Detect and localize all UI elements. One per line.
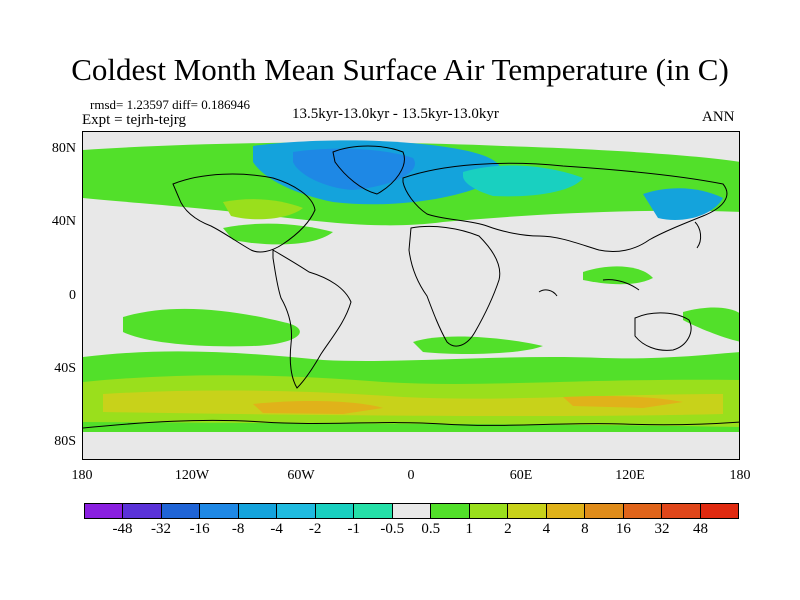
x-tick-label: 60E bbox=[509, 468, 533, 483]
colorbar-swatch bbox=[200, 504, 239, 518]
contour-fill bbox=[83, 140, 739, 459]
x-tick-label: 120W bbox=[174, 468, 210, 483]
colorbar-label: -4 bbox=[270, 521, 283, 537]
colorbar-label: 16 bbox=[615, 521, 631, 537]
colorbar-swatch bbox=[508, 504, 547, 518]
stats-text: rmsd= 1.23597 diff= 0.186946 bbox=[90, 97, 250, 112]
colorbar-swatch bbox=[238, 504, 278, 518]
colorbar-swatch bbox=[585, 504, 624, 518]
colorbar-swatch bbox=[123, 504, 162, 518]
colorbar-swatch bbox=[469, 504, 509, 518]
colorbar-label: 32 bbox=[654, 521, 670, 537]
map-title: Coldest Month Mean Surface Air Temperatu… bbox=[71, 52, 729, 87]
colorbar-swatch bbox=[662, 504, 701, 518]
colorbar-label: -1 bbox=[347, 521, 360, 537]
y-tick-label: 80S bbox=[54, 434, 76, 449]
colorbar-swatch bbox=[354, 504, 393, 518]
map-panel bbox=[82, 131, 740, 460]
y-tick-label: 40S bbox=[54, 361, 76, 376]
colorbar-label: 8 bbox=[581, 521, 589, 537]
colorbar-swatch bbox=[85, 504, 124, 518]
colorbar-label: 1 bbox=[465, 521, 474, 537]
x-tick-label: 0 bbox=[407, 468, 415, 483]
colorbar-label: 48 bbox=[692, 521, 708, 537]
colorbar-label: -2 bbox=[308, 521, 322, 537]
colorbar-swatch bbox=[700, 504, 738, 518]
colorbar-label: 2 bbox=[504, 521, 512, 537]
colorbar-swatch bbox=[315, 504, 355, 518]
y-tick-label: 0 bbox=[69, 288, 76, 303]
continent-outlines bbox=[83, 145, 739, 429]
x-tick-label: 120E bbox=[615, 468, 645, 483]
colorbar-swatch bbox=[392, 504, 432, 518]
colorbar-label: -32 bbox=[151, 521, 172, 537]
colorbar-swatch bbox=[431, 504, 470, 518]
colorbar bbox=[84, 503, 739, 519]
colorbar-label: -0.5 bbox=[380, 521, 405, 537]
colorbar-label: -48 bbox=[112, 521, 133, 537]
colorbar-swatch bbox=[546, 504, 586, 518]
x-tick-label: 180 bbox=[71, 468, 93, 483]
colorbar-label: -16 bbox=[189, 521, 210, 537]
experiment-label: Expt = tejrh-tejrg bbox=[82, 112, 186, 128]
colorbar-swatch bbox=[161, 504, 201, 518]
colorbar-label: 4 bbox=[542, 521, 551, 537]
y-tick-label: 40N bbox=[51, 214, 76, 229]
y-tick-label: 80N bbox=[51, 141, 76, 156]
colorbar-swatch bbox=[277, 504, 316, 518]
x-tick-label: 180 bbox=[729, 468, 751, 483]
colorbar-swatch bbox=[623, 504, 663, 518]
colorbar-label: -8 bbox=[231, 521, 245, 537]
period-subtitle: 13.5kyr-13.0kyr - 13.5kyr-13.0kyr bbox=[292, 106, 499, 122]
colorbar-label: 0.5 bbox=[421, 521, 441, 537]
x-tick-label: 60W bbox=[287, 468, 315, 483]
season-label: ANN bbox=[702, 109, 735, 125]
map-svg bbox=[83, 132, 739, 459]
